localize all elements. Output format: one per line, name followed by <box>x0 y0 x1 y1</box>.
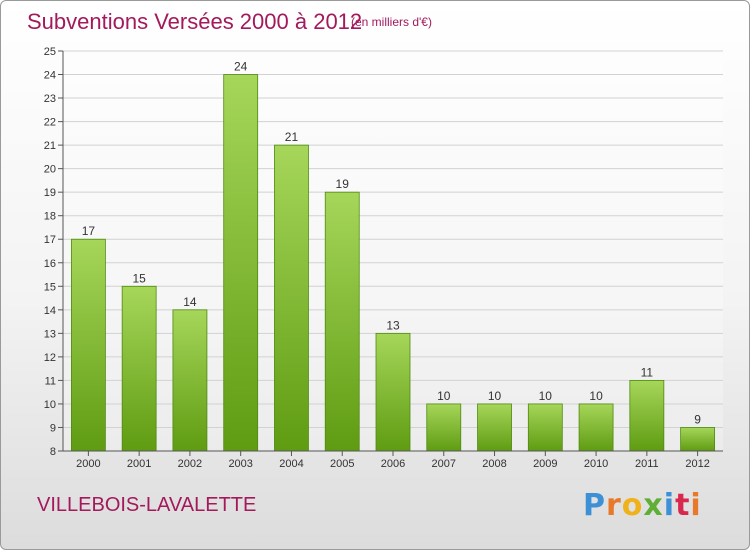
y-tick-label: 8 <box>50 446 56 458</box>
logo-letter: i <box>663 488 676 523</box>
y-tick-label: 14 <box>44 305 56 317</box>
x-tick-label: 2011 <box>635 458 659 470</box>
bar-value-label: 11 <box>641 365 654 379</box>
chart-title: Subventions Versées 2000 à 2012 <box>27 9 363 34</box>
y-tick-label: 21 <box>44 140 56 152</box>
logo-letter: i <box>690 488 702 523</box>
y-tick-label: 11 <box>45 375 56 387</box>
bar-value-label: 13 <box>386 318 400 332</box>
bar-value-label: 10 <box>488 389 502 403</box>
logo-letter: r <box>606 488 622 523</box>
x-tick-label: 2003 <box>228 458 252 470</box>
bar-value-label: 19 <box>336 177 350 191</box>
bar <box>274 144 309 452</box>
x-tick-label: 2002 <box>178 458 202 470</box>
logo-letter: x <box>643 488 664 523</box>
bar <box>172 309 208 452</box>
y-tick-label: 10 <box>44 399 56 411</box>
bar <box>578 403 614 452</box>
x-tick-label: 2005 <box>330 458 354 470</box>
bar-value-label: 10 <box>589 389 603 403</box>
chart-unit: (en milliers d'€) <box>351 15 432 29</box>
bar-value-label: 21 <box>285 130 299 144</box>
y-tick-label: 15 <box>44 281 56 293</box>
bar-value-label: 17 <box>82 224 96 238</box>
bar <box>477 403 512 452</box>
logo-letter: t <box>675 488 691 523</box>
bar <box>324 191 360 452</box>
x-tick-label: 2000 <box>76 458 100 470</box>
x-tick-label: 2010 <box>584 458 608 470</box>
logo-letter: o <box>621 488 644 523</box>
bar-value-label: 10 <box>437 389 451 403</box>
x-tick-label: 2007 <box>432 458 456 470</box>
bar <box>527 403 563 452</box>
bar <box>375 332 411 452</box>
commune-name: VILLEBOIS-LAVALETTE <box>37 494 257 516</box>
x-tick-label: 2004 <box>279 458 303 470</box>
y-tick-label: 24 <box>44 70 56 82</box>
x-tick-label: 2001 <box>127 458 151 470</box>
y-tick-label: 13 <box>44 328 56 340</box>
bar <box>426 403 462 452</box>
x-tick-label: 2009 <box>533 458 557 470</box>
y-tick-label: 9 <box>50 422 56 434</box>
bar <box>629 380 665 452</box>
y-tick-label: 12 <box>44 352 56 364</box>
y-tick-label: 22 <box>44 117 56 129</box>
bar-value-label: 24 <box>234 60 248 74</box>
bar <box>680 427 716 452</box>
y-tick-label: 23 <box>44 93 56 105</box>
y-tick-label: 17 <box>44 234 56 246</box>
proxiti-logo: Proxiti <box>583 488 702 523</box>
bar-value-label: 9 <box>694 412 701 426</box>
bar-value-label: 15 <box>132 271 146 285</box>
bar <box>223 74 259 452</box>
y-tick-label: 20 <box>44 164 56 176</box>
bar-value-label: 14 <box>183 295 197 309</box>
y-tick-label: 19 <box>44 187 56 199</box>
x-tick-label: 2008 <box>482 458 506 470</box>
bar-value-label: 10 <box>539 389 553 403</box>
logo-letter: P <box>583 488 606 523</box>
y-tick-label: 16 <box>44 258 56 270</box>
bar <box>70 238 106 452</box>
x-tick-label: 2006 <box>381 458 405 470</box>
bar <box>121 285 157 452</box>
y-tick-label: 18 <box>44 211 56 223</box>
x-tick-label: 2012 <box>685 458 709 470</box>
y-tick-label: 25 <box>44 46 56 58</box>
